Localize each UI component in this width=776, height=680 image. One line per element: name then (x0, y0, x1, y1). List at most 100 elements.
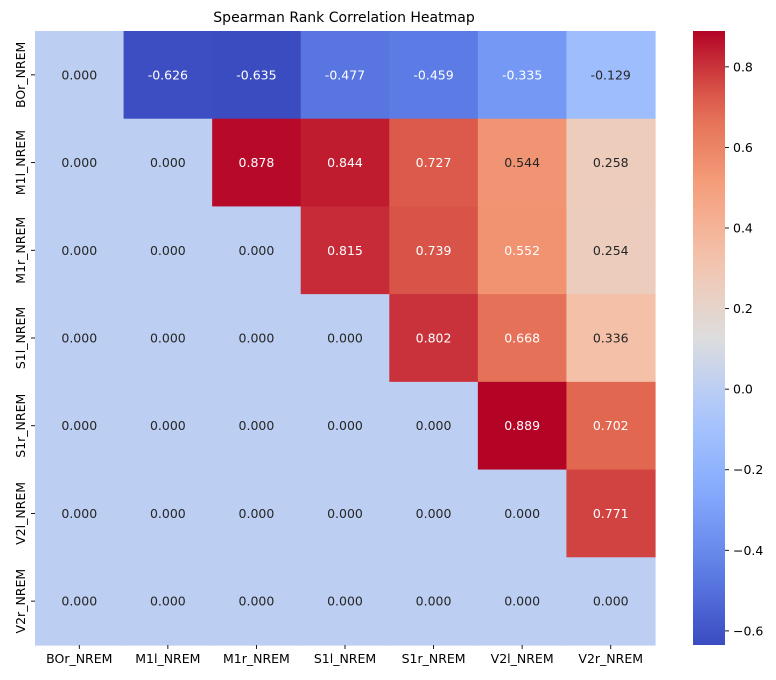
heatmap-cell (212, 381, 302, 471)
cell-value-label: 0.000 (416, 418, 452, 433)
cell-value-label: 0.878 (239, 155, 275, 170)
x-tick-label: S1l_NREM (314, 651, 376, 666)
cell-value-label: 0.000 (150, 155, 186, 170)
heatmap-cell (566, 381, 656, 471)
cell-value-label: 0.000 (150, 506, 186, 521)
heatmap-cell (389, 469, 479, 558)
cell-value-label: 0.258 (593, 155, 629, 170)
cell-value-label: 0.000 (416, 594, 452, 609)
cell-value-label: -0.635 (236, 67, 276, 82)
colorbar-tick-label: 0.4 (733, 221, 753, 236)
heatmap-cell (477, 469, 568, 558)
heatmap-cell (300, 118, 390, 208)
cell-value-label: 0.000 (61, 331, 97, 346)
heatmap-cell (300, 557, 390, 646)
heatmap-cell (212, 557, 302, 646)
heatmap-cell (566, 557, 656, 646)
cell-value-label: 0.000 (239, 506, 275, 521)
y-tick-label: V2r_NREM (13, 569, 28, 634)
cell-value-label: 0.000 (61, 243, 97, 258)
chart-title: Spearman Rank Correlation Heatmap (213, 10, 475, 26)
cell-value-label: 0.000 (239, 243, 275, 258)
colorbar-gradient (693, 31, 725, 645)
cell-value-label: 0.000 (327, 594, 363, 609)
heatmap-cell (477, 31, 568, 120)
heatmap-cell (566, 294, 656, 383)
cell-value-label: -0.335 (502, 67, 542, 82)
cell-value-label: 0.000 (504, 506, 540, 521)
cell-value-label: 0.000 (61, 67, 97, 82)
heatmap-cell (212, 118, 302, 208)
x-tick-label: BOr_NREM (46, 651, 112, 666)
x-axis: BOr_NREM M1l_NREM M1r_NREM S1l_NREM S1r_NREM… (46, 645, 643, 666)
y-axis: BOr_NREM M1l_NREM M1r_NREM S1l_NREM S1r_NREM… (13, 42, 35, 634)
cell-value-label: 0.000 (61, 418, 97, 433)
y-tick-label: BOr_NREM (13, 42, 28, 108)
cell-value-label: 0.000 (593, 594, 629, 609)
x-tick-label: V2r_NREM (578, 651, 643, 666)
cell-value-label: 0.000 (61, 594, 97, 609)
heatmap-cell (212, 31, 302, 120)
cell-value-label: 0.000 (150, 331, 186, 346)
cell-value-label: 0.000 (504, 594, 540, 609)
x-tick-label: M1l_NREM (135, 651, 200, 666)
cell-value-label: 0.702 (593, 418, 629, 433)
cell-value-label: 0.254 (593, 243, 629, 258)
cell-value-label: 0.000 (239, 418, 275, 433)
cell-value-label: 0.889 (504, 418, 540, 433)
cell-value-label: 0.739 (416, 243, 452, 258)
heatmap-cell (477, 557, 568, 646)
cell-value-label: 0.815 (327, 243, 363, 258)
colorbar-tick-label: 0.6 (733, 140, 753, 155)
x-tick-label: V2l_NREM (491, 651, 554, 666)
y-tick-label: S1r_NREM (13, 394, 28, 458)
heatmap-cell (300, 381, 390, 471)
cell-value-label: 0.000 (327, 506, 363, 521)
heatmap-cell (35, 118, 125, 208)
cell-value-label: -0.459 (413, 67, 453, 82)
cell-value-label: 0.000 (61, 155, 97, 170)
colorbar-tick-label: −0.2 (733, 462, 763, 477)
heatmap-cell (566, 31, 656, 120)
x-tick-label: S1r_NREM (402, 651, 466, 666)
heatmap-cell (389, 381, 479, 471)
heatmap-cell (566, 206, 656, 295)
heatmap-cell (212, 206, 302, 295)
colorbar-tick-label: −0.6 (733, 623, 763, 638)
colorbar-tick-label: 0.2 (733, 301, 753, 316)
heatmap-cell (477, 294, 568, 383)
cell-value-label: 0.000 (150, 243, 186, 258)
heatmap-cell (123, 118, 213, 208)
y-tick-label: M1r_NREM (13, 217, 28, 284)
heatmap-cell (300, 31, 390, 120)
heatmap-cell (123, 31, 213, 120)
cell-value-label: 0.000 (239, 594, 275, 609)
heatmap-cell (477, 206, 568, 295)
x-tick-label: M1r_NREM (223, 651, 290, 666)
heatmap-cell (35, 469, 125, 558)
cell-value-label: 0.000 (239, 331, 275, 346)
heatmap-cell (389, 31, 479, 120)
heatmap-cell (123, 381, 213, 471)
cell-value-label: 0.544 (504, 155, 540, 170)
heatmap-cell (300, 294, 390, 383)
cell-value-label: 0.552 (504, 243, 540, 258)
cell-value-label: 0.000 (327, 331, 363, 346)
cell-value-label: 0.000 (150, 418, 186, 433)
cell-value-label: 0.668 (504, 331, 540, 346)
cell-value-label: 0.802 (416, 331, 452, 346)
cell-value-label: 0.000 (416, 506, 452, 521)
heatmap-cells (35, 31, 656, 646)
heatmap-cell (123, 557, 213, 646)
heatmap-cell (212, 469, 302, 558)
heatmap-cell (389, 206, 479, 295)
cell-value-label: 0.000 (61, 506, 97, 521)
heatmap-cell (389, 118, 479, 208)
cell-value-label: -0.129 (591, 67, 631, 82)
heatmap-cell (477, 381, 568, 471)
colorbar-tick-label: −0.4 (733, 543, 763, 558)
cell-value-label: -0.477 (325, 67, 365, 82)
y-tick-label: S1l_NREM (13, 307, 28, 369)
heatmap-cell (300, 206, 390, 295)
